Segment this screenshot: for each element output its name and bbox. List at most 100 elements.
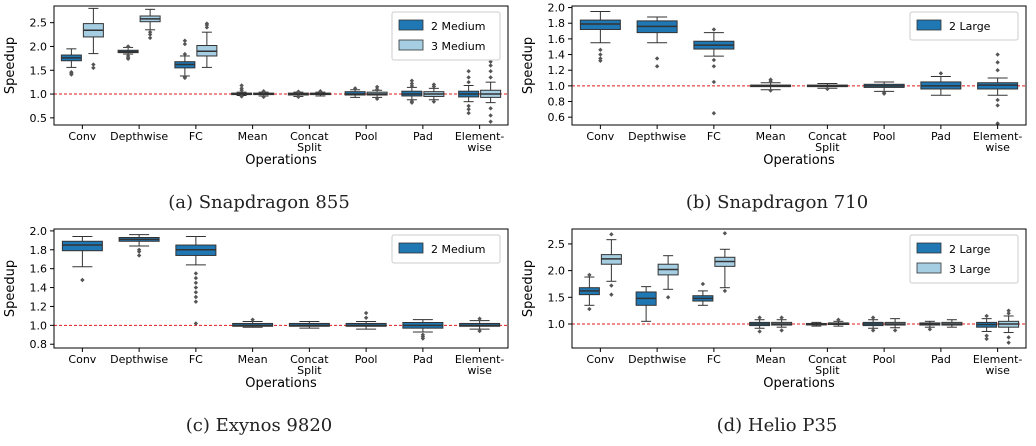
- x-tick-label: Conv: [586, 353, 614, 366]
- legend-swatch: [398, 19, 424, 31]
- outlier-point: [711, 111, 717, 116]
- box-2-series-1: [714, 231, 736, 294]
- box-iqr: [977, 82, 1019, 90]
- x-tick-label: Pool: [873, 130, 896, 143]
- plot-frame: [53, 228, 509, 349]
- plot-frame: [571, 5, 1027, 126]
- box-7-series-0: [458, 69, 480, 116]
- x-tick-label: Conv: [586, 130, 614, 143]
- box-5-series-1: [884, 318, 906, 333]
- box-2-series-0: [175, 236, 217, 326]
- outlier-point: [239, 83, 244, 88]
- outlier-point: [250, 317, 255, 322]
- outlier-point: [204, 21, 210, 26]
- outlier-point: [466, 75, 471, 80]
- legend-swatch: [916, 262, 942, 274]
- legend-frame: [391, 234, 501, 264]
- box-1-series-0: [118, 234, 160, 258]
- outlier-point: [296, 89, 301, 94]
- chart-svg: 0.6 0.8 1.0 1.2 1.4 1.6 1.8 2.0 Conv Depthwise FC M…: [521, 2, 1027, 168]
- box-iqr: [579, 19, 621, 30]
- x-tick-label: Depthwise: [628, 353, 686, 366]
- chart-svg: 0.5 1.0 1.5 2.0 2.5 Conv Depthwise FC Mean Concat…: [3, 5, 509, 168]
- x-axis-label: Operations: [763, 153, 835, 168]
- y-tick-label: 0.5: [30, 112, 48, 125]
- outlier-point: [296, 94, 301, 100]
- chart-caption: (b) Snapdragon 710: [685, 192, 869, 213]
- box-1-series-1: [139, 8, 161, 41]
- legend-swatch: [916, 242, 942, 254]
- box-iqr: [61, 240, 103, 252]
- y-tick-label: 1.0: [548, 318, 566, 331]
- outlier-point: [700, 281, 706, 287]
- chart-caption: (d) Helio P35: [716, 415, 838, 436]
- x-tick-label: Mean: [238, 353, 268, 366]
- outlier-point: [995, 52, 1000, 57]
- outlier-point: [881, 91, 887, 96]
- y-tick-label: 1.0: [30, 319, 48, 332]
- outlier-point: [431, 82, 437, 87]
- outlier-point: [193, 275, 199, 281]
- x-tick-label: FC: [707, 130, 721, 143]
- outlier-point: [870, 315, 876, 320]
- legend-swatch: [916, 19, 942, 31]
- y-tick-label: 1.8: [548, 17, 566, 30]
- outlier-point: [587, 272, 592, 278]
- chart-panel-helio-p35: 1.0 1.5 2.0 2.5 Conv Depthwise FC Mean Concat Spl…: [518, 223, 1036, 446]
- outlier-point: [409, 100, 415, 105]
- outlier-point: [488, 59, 493, 64]
- outlier-point: [995, 67, 1000, 73]
- box-3-series-0: [750, 77, 792, 93]
- outlier-point: [261, 89, 266, 94]
- outlier-point: [193, 290, 199, 295]
- outlier-point: [204, 25, 210, 30]
- outlier-point: [409, 78, 415, 83]
- outlier-point: [477, 328, 482, 334]
- box-6-series-1: [423, 82, 445, 104]
- outlier-point: [363, 310, 369, 316]
- x-tick-label: Pool: [355, 130, 378, 143]
- x-tick-label: Conv: [68, 353, 96, 366]
- x-tick-label: Depthwise: [110, 130, 168, 143]
- outlier-point: [995, 60, 1000, 65]
- outlier-point: [466, 79, 471, 85]
- box-4-series-1: [309, 89, 331, 97]
- box-7-series-0: [976, 313, 998, 342]
- outlier-point: [147, 32, 153, 37]
- outlier-point: [995, 103, 1000, 108]
- box-2-series-0: [174, 38, 196, 81]
- outlier-point: [125, 56, 131, 62]
- chart-caption: (a) Snapdragon 855: [168, 192, 350, 213]
- box-1-series-0: [635, 286, 657, 322]
- legend-swatch: [398, 242, 424, 254]
- box-3-series-0: [231, 83, 253, 99]
- y-tick-label: 2.5: [30, 17, 48, 30]
- outlier-point: [598, 58, 603, 64]
- box-4-series-1: [827, 317, 849, 327]
- x-tick-label: FC: [189, 353, 203, 366]
- outlier-point: [409, 81, 415, 86]
- outlier-point: [609, 232, 614, 237]
- outlier-point: [665, 295, 671, 300]
- x-axis-label: Operations: [245, 153, 317, 168]
- box-1-series-0: [636, 16, 678, 69]
- box-4-series-0: [806, 83, 848, 92]
- outlier-point: [420, 336, 426, 341]
- box-0-series-0: [578, 272, 600, 312]
- outlier-point: [318, 89, 323, 94]
- legend: 2 Large: [909, 11, 1019, 41]
- outlier-point: [927, 327, 933, 332]
- outlier-point: [757, 329, 762, 334]
- legend-label: 3 Medium: [431, 40, 485, 53]
- y-tick-label: 1.5: [548, 291, 566, 304]
- box-1-series-1: [657, 255, 679, 300]
- y-tick-label: 1.4: [548, 49, 566, 62]
- y-tick-label: 1.6: [548, 33, 566, 46]
- outlier-point: [352, 86, 358, 91]
- y-tick-label: 2.0: [30, 225, 48, 238]
- y-tick-label: 2.5: [548, 238, 566, 251]
- outlier-point: [984, 313, 989, 319]
- chart-panel-snapdragon-710: 0.6 0.8 1.0 1.2 1.4 1.6 1.8 2.0 Conv Depthwise FC M…: [518, 0, 1036, 223]
- outlier-point: [938, 71, 944, 76]
- box-6-series-0: [401, 78, 423, 105]
